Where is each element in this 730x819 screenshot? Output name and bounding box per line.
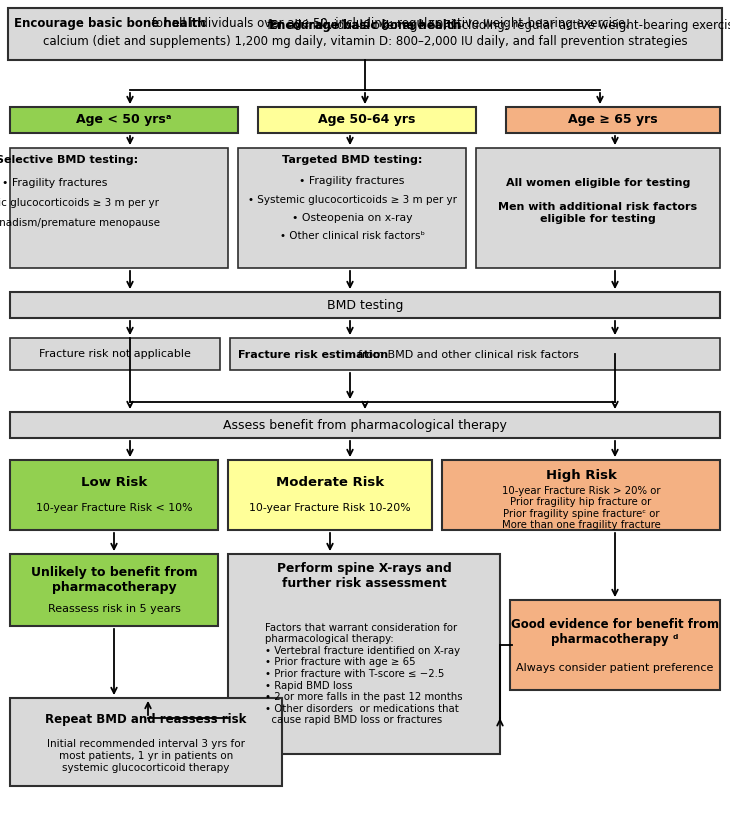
Text: • Systemic glucocorticoids ≥ 3 m per yr: • Systemic glucocorticoids ≥ 3 m per yr bbox=[0, 198, 159, 208]
Bar bbox=[10, 292, 720, 318]
Text: High Risk: High Risk bbox=[545, 469, 616, 482]
Bar bbox=[258, 107, 476, 133]
Bar bbox=[506, 107, 720, 133]
Text: Repeat BMD and reassess risk: Repeat BMD and reassess risk bbox=[45, 713, 247, 726]
Text: for all individuals over age 50, including: regular active weight-bearing exerci: for all individuals over age 50, includi… bbox=[147, 17, 629, 30]
Bar bbox=[228, 554, 500, 754]
Text: • Fragility fractures: • Fragility fractures bbox=[2, 178, 108, 188]
Text: Factors that warrant consideration for
pharmacological therapy:
• Vertebral frac: Factors that warrant consideration for p… bbox=[265, 622, 463, 726]
Text: Low Risk: Low Risk bbox=[81, 476, 147, 488]
Text: • Osteopenia on x-ray: • Osteopenia on x-ray bbox=[292, 213, 412, 223]
Text: Selective BMD testing:: Selective BMD testing: bbox=[0, 155, 138, 165]
Bar bbox=[10, 412, 720, 438]
Text: Initial recommended interval 3 yrs for
most patients, 1 yr in patients on
system: Initial recommended interval 3 yrs for m… bbox=[47, 740, 245, 772]
Text: calcium (diet and supplements) 1,200 mg daily, vitamin D: 800–2,000 IU daily, an: calcium (diet and supplements) 1,200 mg … bbox=[42, 35, 688, 48]
Bar bbox=[10, 460, 218, 530]
Text: 10-year Fracture Risk > 20% or
Prior fragility hip fracture or
Prior fragility s: 10-year Fracture Risk > 20% or Prior fra… bbox=[502, 486, 661, 531]
Bar bbox=[10, 554, 218, 626]
Text: Age 50-64 yrs: Age 50-64 yrs bbox=[318, 114, 415, 126]
Bar bbox=[10, 148, 228, 268]
Text: All women eligible for testing: All women eligible for testing bbox=[506, 178, 690, 188]
Text: Reassess risk in 5 years: Reassess risk in 5 years bbox=[47, 604, 180, 614]
Bar bbox=[476, 148, 720, 268]
Bar bbox=[442, 460, 720, 530]
Text: for all individuals over age 50, including: regular active weight-bearing exerci: for all individuals over age 50, includi… bbox=[0, 19, 730, 31]
Text: Age ≥ 65 yrs: Age ≥ 65 yrs bbox=[568, 114, 658, 126]
Text: Perform spine X-rays and
further risk assessment: Perform spine X-rays and further risk as… bbox=[277, 562, 451, 590]
Text: Good evidence for benefit from
pharmacotherapy ᵈ: Good evidence for benefit from pharmacot… bbox=[511, 618, 719, 646]
Text: 10-year Fracture Risk 10-20%: 10-year Fracture Risk 10-20% bbox=[249, 503, 411, 513]
Bar bbox=[230, 338, 720, 370]
Bar bbox=[238, 148, 466, 268]
Text: BMD testing: BMD testing bbox=[327, 298, 403, 311]
Bar bbox=[10, 338, 220, 370]
Text: Encourage basic bone health: Encourage basic bone health bbox=[14, 17, 206, 30]
Bar bbox=[8, 8, 722, 60]
Text: Moderate Risk: Moderate Risk bbox=[276, 476, 384, 488]
Text: Fracture risk estimation: Fracture risk estimation bbox=[238, 350, 388, 360]
Bar bbox=[10, 698, 282, 786]
Text: • Systemic glucocorticoids ≥ 3 m per yr: • Systemic glucocorticoids ≥ 3 m per yr bbox=[247, 195, 456, 205]
Text: Assess benefit from pharmacological therapy: Assess benefit from pharmacological ther… bbox=[223, 419, 507, 432]
Text: from BMD and other clinical risk factors: from BMD and other clinical risk factors bbox=[351, 350, 579, 360]
Text: Encourage basic bone health: Encourage basic bone health bbox=[269, 19, 461, 31]
Text: Targeted BMD testing:: Targeted BMD testing: bbox=[282, 155, 422, 165]
Bar bbox=[10, 107, 238, 133]
Text: Men with additional risk factors
eligible for testing: Men with additional risk factors eligibl… bbox=[499, 202, 698, 224]
Text: Fracture risk not applicable: Fracture risk not applicable bbox=[39, 349, 191, 359]
Text: Age < 50 yrsᵃ: Age < 50 yrsᵃ bbox=[76, 114, 172, 126]
Text: Always consider patient preference: Always consider patient preference bbox=[516, 663, 714, 673]
Bar bbox=[228, 460, 432, 530]
Text: • Other clinical risk factorsᵇ: • Other clinical risk factorsᵇ bbox=[280, 231, 425, 241]
Bar bbox=[510, 600, 720, 690]
Text: Unlikely to benefit from
pharmacotherapy: Unlikely to benefit from pharmacotherapy bbox=[31, 566, 197, 594]
Text: • Hypogonadism/premature menopause: • Hypogonadism/premature menopause bbox=[0, 218, 160, 228]
Text: 10-year Fracture Risk < 10%: 10-year Fracture Risk < 10% bbox=[36, 503, 192, 513]
Text: • Fragility fractures: • Fragility fractures bbox=[299, 176, 404, 186]
